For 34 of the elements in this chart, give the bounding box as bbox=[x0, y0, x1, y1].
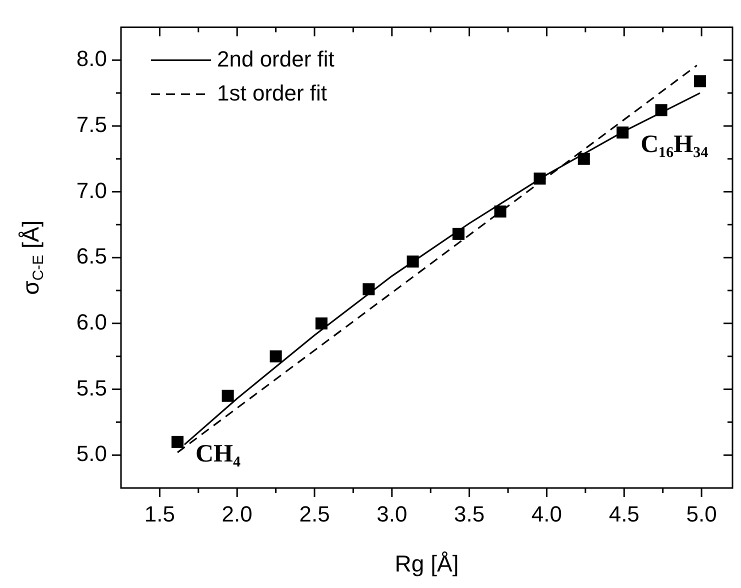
x-tick-label: 3.5 bbox=[454, 501, 485, 526]
annotation: C₁₆H₃₄ bbox=[640, 130, 709, 158]
point bbox=[362, 283, 375, 296]
annotation: CH₄ bbox=[196, 440, 242, 468]
point bbox=[315, 317, 328, 330]
text: 3.0 bbox=[376, 501, 408, 526]
text: 2.0 bbox=[222, 501, 252, 526]
x-tick-label: 2.5 bbox=[299, 501, 330, 526]
legend-label: 2nd order fit bbox=[217, 46, 334, 72]
text: 8.0 bbox=[76, 46, 107, 72]
text: 4.0 bbox=[531, 501, 562, 526]
point bbox=[171, 436, 184, 448]
text: 5.0 bbox=[686, 501, 717, 526]
text: 7.0 bbox=[76, 178, 107, 203]
point bbox=[494, 206, 506, 218]
point bbox=[578, 152, 590, 165]
x-tick-label: 1.5 bbox=[144, 501, 175, 526]
y-tick-label: 7.5 bbox=[76, 112, 107, 138]
x-axis-title: Rg [Å] bbox=[394, 550, 459, 576]
point bbox=[270, 350, 282, 362]
text: 5.0 bbox=[76, 441, 107, 466]
y-axis-title: σC-E [Å] bbox=[17, 220, 48, 295]
point bbox=[616, 126, 629, 139]
point bbox=[406, 256, 419, 268]
legend-label: 1st order fit bbox=[217, 80, 328, 106]
text: 6.0 bbox=[76, 309, 107, 334]
y-tick-label: 6.5 bbox=[76, 244, 107, 269]
point bbox=[452, 228, 464, 240]
point bbox=[694, 75, 706, 88]
point bbox=[222, 390, 234, 402]
point bbox=[534, 172, 546, 185]
point bbox=[655, 104, 668, 116]
y-tick-label: 5.5 bbox=[76, 375, 107, 400]
x-tick-label: 4.5 bbox=[608, 501, 640, 526]
